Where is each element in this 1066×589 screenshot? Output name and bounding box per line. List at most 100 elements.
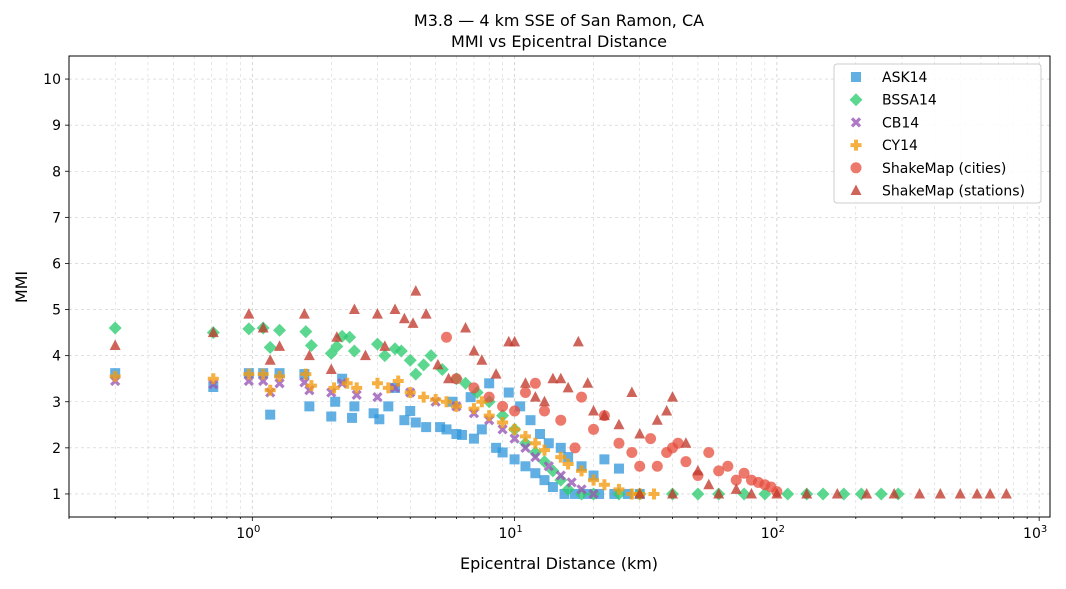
data-point bbox=[326, 411, 337, 422]
data-point bbox=[476, 354, 488, 365]
data-point bbox=[525, 415, 536, 426]
data-point bbox=[263, 340, 277, 354]
data-point bbox=[341, 377, 353, 389]
data-point bbox=[888, 487, 900, 499]
data-point bbox=[703, 446, 715, 458]
data-point bbox=[730, 474, 742, 486]
data-point bbox=[468, 345, 480, 356]
data-point bbox=[207, 326, 219, 338]
legend-marker-plus-icon bbox=[850, 139, 862, 151]
data-point bbox=[914, 487, 926, 499]
data-point bbox=[465, 392, 476, 403]
data-point bbox=[447, 396, 458, 407]
data-point bbox=[328, 382, 340, 394]
data-point bbox=[378, 349, 392, 363]
data-point bbox=[598, 409, 610, 421]
data-point bbox=[274, 370, 286, 382]
data-point bbox=[484, 378, 495, 389]
data-point bbox=[273, 323, 287, 337]
data-point bbox=[680, 456, 692, 468]
legend-label: ASK14 bbox=[882, 70, 928, 86]
legend-label: ShakeMap (stations) bbox=[882, 184, 1025, 200]
data-point bbox=[529, 377, 541, 389]
data-point bbox=[520, 442, 531, 453]
data-point bbox=[440, 331, 452, 343]
data-point bbox=[588, 404, 600, 416]
data-point bbox=[538, 444, 550, 456]
data-point bbox=[692, 464, 704, 476]
data-point bbox=[599, 454, 610, 465]
data-point bbox=[559, 488, 570, 499]
data-point bbox=[243, 308, 255, 319]
data-point bbox=[515, 401, 526, 412]
data-point bbox=[432, 358, 444, 370]
data-point bbox=[497, 447, 508, 458]
data-point bbox=[971, 487, 983, 499]
data-point bbox=[264, 354, 276, 365]
legend-box bbox=[833, 63, 1042, 204]
data-point bbox=[468, 382, 480, 394]
data-point bbox=[451, 429, 462, 440]
data-point bbox=[648, 488, 660, 500]
data-point bbox=[497, 416, 509, 428]
data-point bbox=[576, 484, 587, 495]
data-point bbox=[934, 487, 946, 499]
data-point bbox=[264, 384, 276, 396]
data-point bbox=[420, 308, 432, 319]
data-point bbox=[543, 438, 554, 449]
x-tick-label: 102 bbox=[761, 524, 785, 542]
data-point bbox=[634, 428, 646, 439]
data-point bbox=[543, 461, 554, 472]
data-point bbox=[588, 488, 599, 500]
data-point bbox=[372, 392, 383, 403]
data-point bbox=[634, 487, 646, 499]
legend-marker-x-icon bbox=[850, 117, 862, 128]
data-point bbox=[359, 349, 371, 361]
data-point bbox=[418, 391, 430, 403]
chart-subtitle: MMI vs Epicentral Distance bbox=[451, 32, 667, 51]
data-point bbox=[509, 335, 521, 347]
data-point bbox=[547, 372, 559, 384]
data-point bbox=[383, 401, 394, 412]
data-point bbox=[456, 429, 467, 440]
data-point bbox=[509, 405, 521, 417]
data-point bbox=[424, 349, 438, 363]
data-point bbox=[588, 423, 600, 435]
data-point bbox=[667, 391, 679, 402]
data-point bbox=[519, 387, 531, 399]
y-tick-label: 7 bbox=[52, 210, 61, 226]
data-point bbox=[441, 424, 452, 435]
data-point bbox=[304, 401, 315, 412]
legend-marker-triangle-icon bbox=[850, 184, 862, 195]
data-point bbox=[555, 442, 566, 453]
data-point bbox=[417, 358, 431, 372]
data-point bbox=[325, 363, 337, 374]
data-point bbox=[243, 368, 255, 380]
data-point bbox=[954, 487, 966, 499]
data-point bbox=[509, 423, 521, 435]
data-point bbox=[450, 400, 462, 412]
data-point bbox=[305, 380, 317, 392]
series-bssa14 bbox=[108, 321, 905, 501]
data-point bbox=[371, 377, 383, 389]
data-point bbox=[421, 422, 432, 433]
data-point bbox=[713, 465, 725, 477]
data-point bbox=[274, 340, 286, 351]
data-point bbox=[304, 339, 318, 353]
legend-marker-diamond-icon bbox=[849, 93, 863, 107]
data-point bbox=[409, 367, 423, 381]
data-point bbox=[392, 375, 404, 387]
data-point bbox=[370, 337, 384, 351]
data-point bbox=[613, 463, 624, 474]
data-point bbox=[598, 479, 610, 491]
data-point bbox=[491, 442, 502, 453]
data-point bbox=[483, 410, 495, 422]
data-point bbox=[460, 321, 472, 333]
data-point bbox=[330, 339, 344, 353]
data-point bbox=[645, 433, 657, 445]
data-point bbox=[509, 454, 520, 465]
x-axis-label: Epicentral Distance (km) bbox=[460, 554, 658, 573]
data-point bbox=[303, 349, 315, 361]
data-point bbox=[738, 467, 750, 479]
